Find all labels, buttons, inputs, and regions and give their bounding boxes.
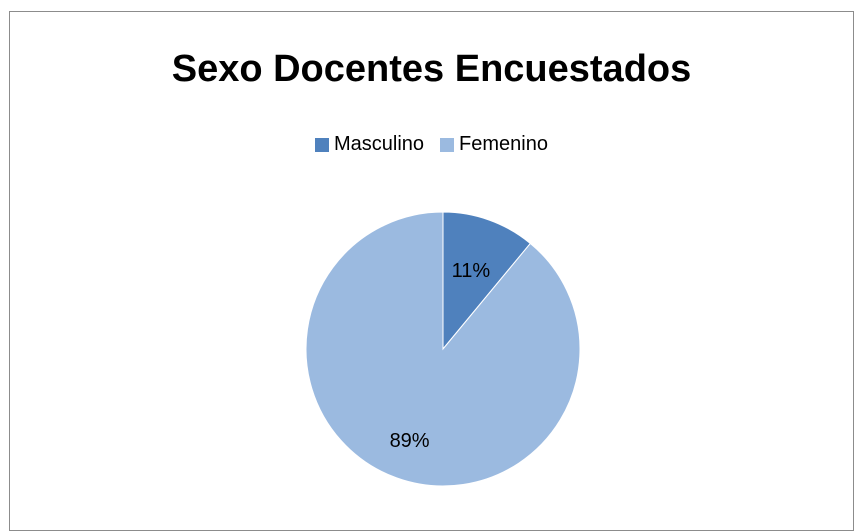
legend-label-femenino: Femenino xyxy=(459,133,548,155)
chart-frame: Sexo Docentes Encuestados Masculino Feme… xyxy=(9,11,854,531)
pie-chart: 11% 89% xyxy=(305,211,581,487)
legend: Masculino Femenino xyxy=(10,133,853,156)
legend-item-masculino: Masculino xyxy=(315,133,424,156)
legend-swatch-masculino xyxy=(315,137,329,152)
pie-label-masculino: 11% xyxy=(452,260,491,282)
pie-slice-femenino xyxy=(305,211,581,487)
chart-title: Sexo Docentes Encuestados xyxy=(171,48,692,90)
legend-label-masculino: Masculino xyxy=(334,133,425,155)
pie-label-femenino: 89% xyxy=(390,430,430,452)
legend-item-femenino: Femenino xyxy=(440,133,548,156)
pie-slice-masculino xyxy=(442,211,532,351)
legend-swatch-femenino xyxy=(440,137,455,152)
